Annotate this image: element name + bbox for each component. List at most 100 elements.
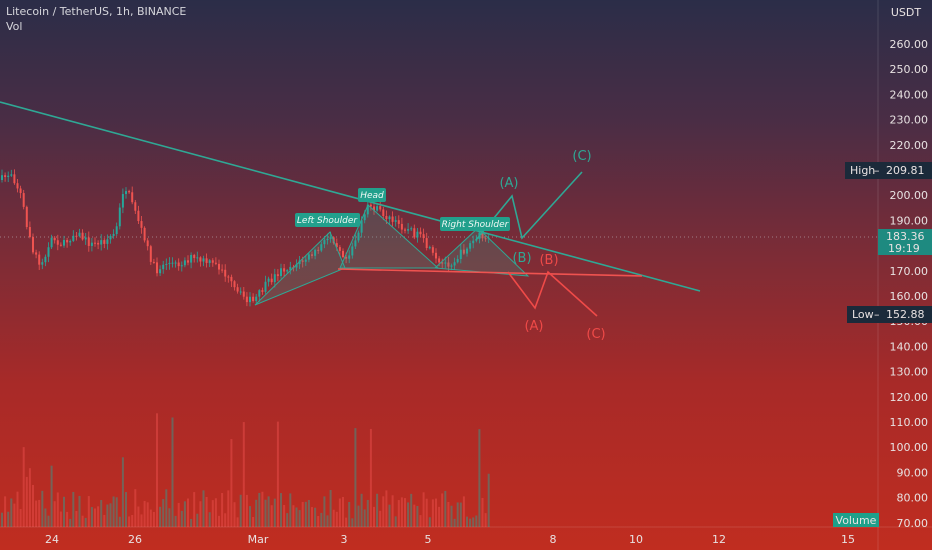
candle-body bbox=[264, 281, 267, 292]
candle-body bbox=[159, 269, 162, 274]
volume-bar bbox=[267, 496, 270, 527]
svg-text:19:19: 19:19 bbox=[888, 242, 920, 255]
candle-body bbox=[221, 269, 224, 271]
candle-body bbox=[338, 247, 341, 251]
time-tick: 15 bbox=[841, 533, 855, 546]
volume-bar bbox=[205, 496, 208, 527]
candle-body bbox=[329, 237, 332, 239]
candle-body bbox=[472, 240, 475, 244]
volume-bar bbox=[354, 428, 357, 527]
candle-body bbox=[444, 262, 447, 264]
candle-body bbox=[270, 278, 273, 283]
candle-body bbox=[354, 240, 357, 247]
candle-body bbox=[75, 235, 78, 237]
price-axis[interactable]: 260.00250.00240.00230.00220.00210.00200.… bbox=[890, 38, 929, 530]
volume-bar bbox=[478, 429, 481, 527]
candle-body bbox=[416, 231, 419, 238]
volume-bar bbox=[103, 514, 106, 527]
candle-body bbox=[385, 215, 388, 220]
volume-bar bbox=[301, 501, 304, 527]
volume-bar bbox=[462, 496, 465, 527]
candle-body bbox=[335, 243, 338, 248]
candle-body bbox=[103, 240, 106, 244]
volume-bar bbox=[400, 497, 403, 527]
candle-body bbox=[379, 206, 382, 210]
candle-body bbox=[280, 268, 282, 277]
candle-body bbox=[84, 237, 87, 240]
price-tick: 80.00 bbox=[897, 492, 929, 505]
candle-body bbox=[462, 249, 465, 254]
volume-bar bbox=[280, 493, 282, 527]
head-label: Head bbox=[358, 188, 386, 202]
candle-body bbox=[456, 259, 459, 263]
candle-body bbox=[431, 247, 434, 253]
volume-bar bbox=[59, 511, 62, 527]
volume-bar bbox=[475, 515, 478, 527]
volume-bar bbox=[419, 515, 422, 527]
volume-bar bbox=[109, 503, 112, 527]
candle-body bbox=[397, 220, 400, 224]
volume-bar bbox=[447, 501, 450, 527]
candle-body bbox=[283, 268, 286, 272]
candle-body bbox=[289, 266, 292, 271]
volume-bar bbox=[270, 505, 273, 527]
candle-body bbox=[32, 237, 34, 253]
bear-wave-c: (C) bbox=[586, 327, 605, 342]
candle-body bbox=[69, 240, 72, 243]
symbol-title[interactable]: Litecoin / TetherUS, 1h, BINANCE bbox=[6, 5, 187, 18]
time-axis[interactable]: 24 26 Mar 3 5 8 10 12 15 bbox=[45, 533, 855, 546]
candle-body bbox=[360, 220, 363, 233]
candle-body bbox=[94, 242, 96, 244]
candle-body bbox=[214, 262, 217, 264]
volume-bar bbox=[444, 490, 447, 527]
volume-bar bbox=[292, 505, 295, 527]
candle-body bbox=[41, 262, 44, 265]
volume-bar bbox=[187, 498, 189, 527]
volume-indicator-label[interactable]: Vol bbox=[6, 20, 23, 33]
volume-bar bbox=[165, 489, 168, 527]
candle-body bbox=[180, 265, 183, 267]
candle-body bbox=[382, 209, 385, 216]
volume-bar bbox=[140, 514, 143, 527]
candle-body bbox=[469, 243, 472, 249]
volume-bar bbox=[1, 512, 3, 527]
candle-body bbox=[410, 228, 413, 230]
candle-body bbox=[394, 220, 397, 222]
svg-text:–: – bbox=[874, 308, 880, 321]
candle-body bbox=[38, 254, 41, 265]
volume-bar bbox=[221, 493, 224, 527]
volume-bar bbox=[137, 506, 140, 527]
candle-body bbox=[342, 250, 344, 258]
price-tick: 90.00 bbox=[897, 466, 929, 479]
candle-body bbox=[28, 227, 31, 238]
volume-bar bbox=[283, 504, 286, 527]
time-tick: 5 bbox=[425, 533, 432, 546]
candle-body bbox=[50, 237, 53, 248]
volume-bar bbox=[233, 502, 236, 527]
candle-body bbox=[208, 260, 211, 263]
volume-bar bbox=[385, 490, 388, 527]
volume-bar bbox=[261, 491, 264, 527]
volume-bar bbox=[199, 501, 202, 527]
volume-bar bbox=[78, 495, 81, 527]
volume-bar bbox=[13, 503, 16, 527]
volume-bar bbox=[66, 511, 69, 527]
candle-body bbox=[121, 194, 124, 208]
bull-wave-c: (C) bbox=[572, 149, 591, 164]
bear-wave-path bbox=[507, 270, 598, 317]
candle-body bbox=[255, 296, 258, 301]
candle-body bbox=[205, 258, 208, 263]
volume-bar bbox=[345, 517, 348, 527]
svg-text:Left Shoulder: Left Shoulder bbox=[297, 216, 358, 226]
volume-bar bbox=[47, 515, 50, 527]
candle-body bbox=[363, 214, 366, 221]
candle-body bbox=[56, 240, 59, 245]
candle-body bbox=[16, 183, 19, 189]
volume-bar bbox=[363, 509, 366, 527]
volume-bar bbox=[413, 504, 416, 527]
candle-body bbox=[447, 262, 450, 267]
candle-body bbox=[202, 258, 205, 262]
candle-body bbox=[35, 252, 38, 255]
candle-body bbox=[165, 263, 168, 265]
